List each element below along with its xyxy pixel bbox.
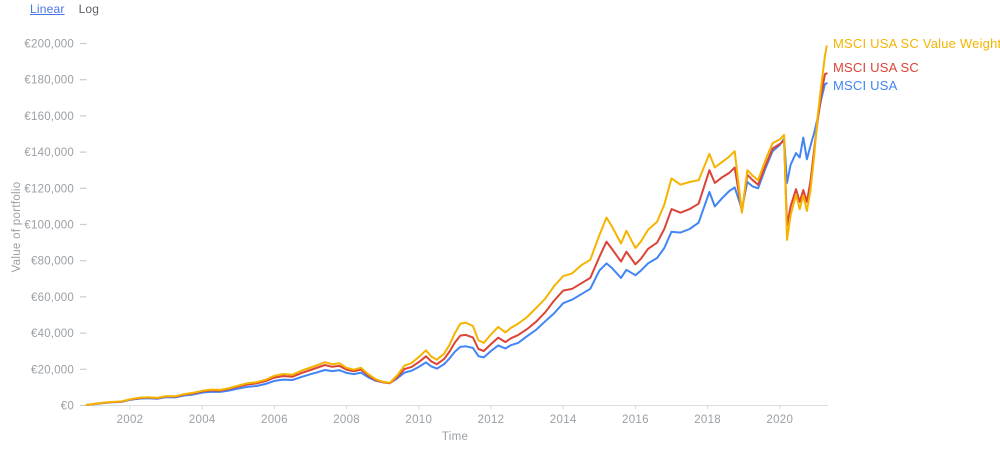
x-tick-label: 2018 [694,414,721,426]
log-scale-link[interactable]: Log [78,2,100,16]
legend-label-msci-usa: MSCI USA [833,78,898,93]
legend-label-msci-usa-sc: MSCI USA SC [833,60,919,75]
y-tick-label: €20,000 [31,364,74,376]
series-line-msci-usa [85,82,828,406]
y-tick-label: €40,000 [31,328,74,340]
x-tick-label: 2016 [622,414,649,426]
y-tick-label: €160,000 [24,111,74,123]
x-tick-label: 2006 [261,414,288,426]
legend-label-msci-usa-sc-value-weighted: MSCI USA SC Value Weighted [833,36,1000,51]
y-tick-label: €200,000 [24,39,74,51]
y-tick-label: €80,000 [31,256,74,268]
y-tick-label: €100,000 [24,220,74,232]
scale-toggle: Linear Log [30,2,99,16]
linear-scale-link[interactable]: Linear [30,2,65,16]
x-tick-label: 2014 [550,414,577,426]
x-tick-label: 2002 [117,414,144,426]
x-tick-label: 2010 [405,414,432,426]
x-axis-title: Time [441,431,469,443]
x-tick-label: 2012 [478,414,505,426]
y-tick-label: €180,000 [24,75,74,87]
series-line-msci-usa-sc-value-weighted [85,45,828,406]
x-tick-label: 2008 [333,414,360,426]
series-line-msci-usa-sc [85,72,828,406]
y-tick-label: €0 [61,401,74,413]
y-tick-label: €60,000 [31,292,74,304]
x-tick-label: 2004 [189,414,216,426]
y-tick-label: €140,000 [24,147,74,159]
y-tick-label: €120,000 [24,183,74,195]
x-tick-label: 2020 [766,414,793,426]
